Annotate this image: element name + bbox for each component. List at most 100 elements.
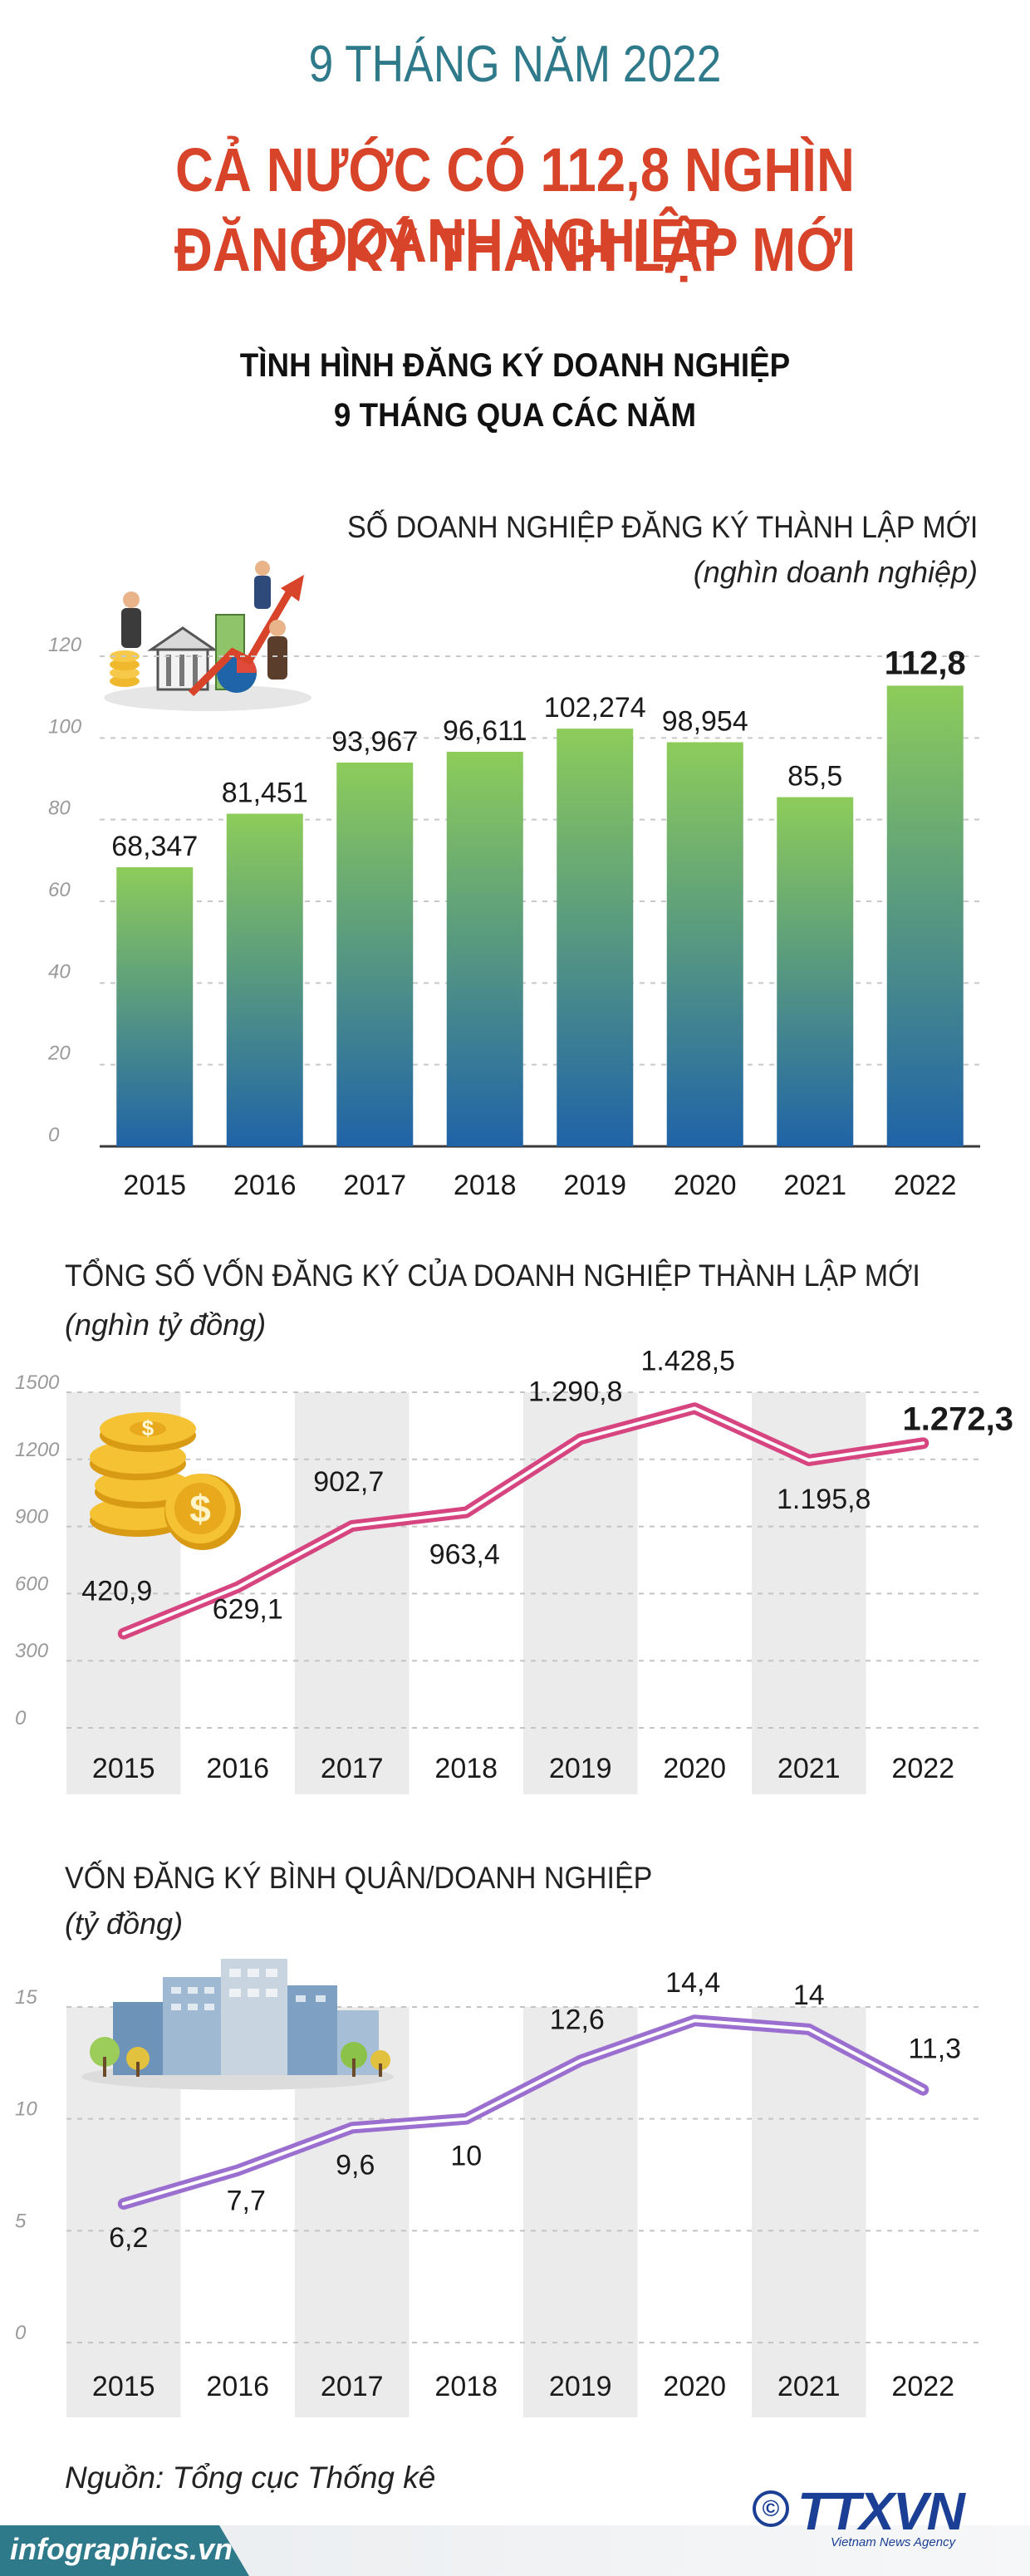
y-tick-label: 0 (48, 1124, 60, 1146)
data-label: 963,4 (429, 1539, 500, 1571)
series-line-highlight (121, 2019, 925, 2206)
data-label: 1.428,5 (641, 1345, 735, 1376)
x-tick-label: 2018 (434, 2371, 498, 2402)
source-note: Nguồn: Tổng cục Thống kê (65, 2461, 436, 2495)
data-label: 6,2 (109, 2222, 148, 2254)
x-tick-label: 2018 (454, 1170, 517, 1201)
x-tick-label: 2022 (891, 1753, 954, 1784)
svg-text:$: $ (142, 1416, 154, 1440)
agency-logo: TTXVN (797, 2481, 965, 2541)
x-tick-label: 2022 (894, 1170, 957, 1201)
data-label: 1.272,3 (903, 1401, 1013, 1437)
x-tick-label: 2016 (233, 1170, 297, 1201)
x-tick-label: 2020 (663, 1753, 726, 1784)
bar (116, 866, 194, 1146)
data-label: 10 (450, 2141, 482, 2172)
headline-line-2: ĐĂNG KÝ THÀNH LẬP MỚI (174, 215, 856, 284)
x-tick-label: 2019 (549, 2371, 612, 2402)
header-kicker: 9 THÁNG NĂM 2022 (308, 36, 722, 93)
data-label: 14,4 (665, 1967, 720, 1999)
bar-chart: 0 20 40 60 80 100 120 68,347 2015 81,451 2016 93,96… (47, 634, 980, 1201)
x-tick-label: 2015 (92, 2371, 155, 2402)
x-tick-label: 2016 (206, 2371, 269, 2402)
data-label: 1.290,8 (528, 1376, 622, 1407)
data-label: 7,7 (227, 2186, 266, 2217)
bar (557, 729, 634, 1146)
data-label: 93,967 (331, 726, 418, 758)
data-label: 629,1 (213, 1594, 283, 1626)
x-tick-label: 2022 (891, 2371, 954, 2402)
y-tick-label: 1500 (15, 1371, 60, 1394)
bar (666, 742, 743, 1146)
copyright-icon: © (753, 2490, 789, 2527)
x-tick-label: 2020 (663, 2371, 726, 2402)
y-tick-label: 100 (48, 715, 82, 738)
data-label: 96,611 (443, 715, 527, 747)
site-band (0, 2525, 249, 2576)
line-chart-1-title: TỔNG SỐ VỐN ĐĂNG KÝ CỦA DOANH NGHIỆP THÀ… (65, 1259, 920, 1293)
y-tick-label: 10 (15, 2098, 37, 2121)
column-band (523, 2007, 638, 2417)
headline-line-1: CẢ NƯỚC CÓ 112,8 NGHÌN DOANH NGHIỆP (175, 135, 855, 275)
x-tick-label: 2016 (206, 1753, 269, 1784)
x-tick-label: 2015 (123, 1170, 186, 1201)
x-tick-label: 2017 (321, 1753, 384, 1784)
x-tick-label: 2020 (674, 1170, 737, 1201)
city-buildings-icon (81, 1959, 394, 2090)
x-tick-label: 2017 (343, 1170, 406, 1201)
y-tick-label: 120 (48, 634, 82, 656)
y-tick-label: 60 (48, 879, 71, 901)
data-label: 68,347 (111, 831, 198, 862)
line-chart-2-title: VỐN ĐĂNG KÝ BÌNH QUÂN/DOANH NGHIỆP (65, 1861, 653, 1895)
data-label: 112,8 (885, 645, 966, 681)
x-tick-label: 2018 (434, 1753, 498, 1784)
column-band (752, 2007, 866, 2417)
y-tick-label: 300 (15, 1640, 49, 1662)
x-tick-label: 2019 (549, 1753, 612, 1784)
data-label: 98,954 (662, 705, 748, 737)
agency-name: Vietnam News Agency (831, 2535, 956, 2549)
gold-coins-icon: $ $ (90, 1412, 241, 1550)
bar (446, 751, 523, 1146)
bar (886, 685, 964, 1146)
x-tick-label: 2021 (777, 2371, 841, 2402)
y-tick-label: 900 (15, 1506, 49, 1528)
data-label: 14 (793, 1980, 825, 2011)
x-tick-label: 2019 (563, 1170, 626, 1201)
svg-text:$: $ (189, 1487, 211, 1530)
data-label: 81,451 (222, 778, 308, 809)
site-link[interactable]: infographics.vn (10, 2532, 233, 2566)
subtitle-line-1: TÌNH HÌNH ĐĂNG KÝ DOANH NGHIỆP (239, 347, 791, 384)
bar (336, 762, 414, 1146)
series-line-highlight (121, 1406, 925, 1636)
bar (226, 813, 303, 1146)
y-tick-label: 600 (15, 1573, 49, 1595)
y-tick-label: 0 (15, 2322, 27, 2344)
y-tick-label: 80 (48, 797, 71, 820)
line-chart-2-unit: (tỷ đồng) (65, 1906, 184, 1941)
data-label: 12,6 (550, 2004, 605, 2036)
data-label: 1.195,8 (777, 1484, 871, 1515)
x-tick-label: 2021 (777, 1753, 841, 1784)
data-label: 902,7 (313, 1466, 384, 1498)
data-label: 11,3 (908, 2034, 961, 2065)
data-label: 85,5 (787, 761, 842, 792)
y-tick-label: 15 (15, 1986, 37, 2009)
y-tick-label: 5 (15, 2210, 27, 2232)
bar-chart-title: SỐ DOANH NGHIỆP ĐĂNG KÝ THÀNH LẬP MỚI (346, 510, 978, 544)
data-label: 102,274 (544, 692, 646, 724)
line-chart-1-unit: (nghìn tỷ đồng) (65, 1308, 267, 1342)
y-tick-label: 1200 (15, 1439, 60, 1461)
x-tick-label: 2017 (321, 2371, 384, 2402)
data-label: 420,9 (81, 1576, 152, 1607)
line-chart-1: 0 300 600 900 1200 1500 420,9 2015 629,1 2016 902,… (15, 1345, 1013, 1794)
bar (777, 797, 854, 1146)
business-people-icon (104, 561, 311, 711)
x-tick-label: 2015 (92, 1753, 155, 1784)
y-tick-label: 40 (48, 960, 71, 983)
y-tick-label: 20 (47, 1043, 71, 1065)
data-label: 9,6 (336, 2149, 375, 2181)
x-tick-label: 2021 (783, 1170, 846, 1201)
subtitle-line-2: 9 THÁNG QUA CÁC NĂM (333, 397, 697, 434)
y-tick-label: 0 (15, 1707, 27, 1730)
